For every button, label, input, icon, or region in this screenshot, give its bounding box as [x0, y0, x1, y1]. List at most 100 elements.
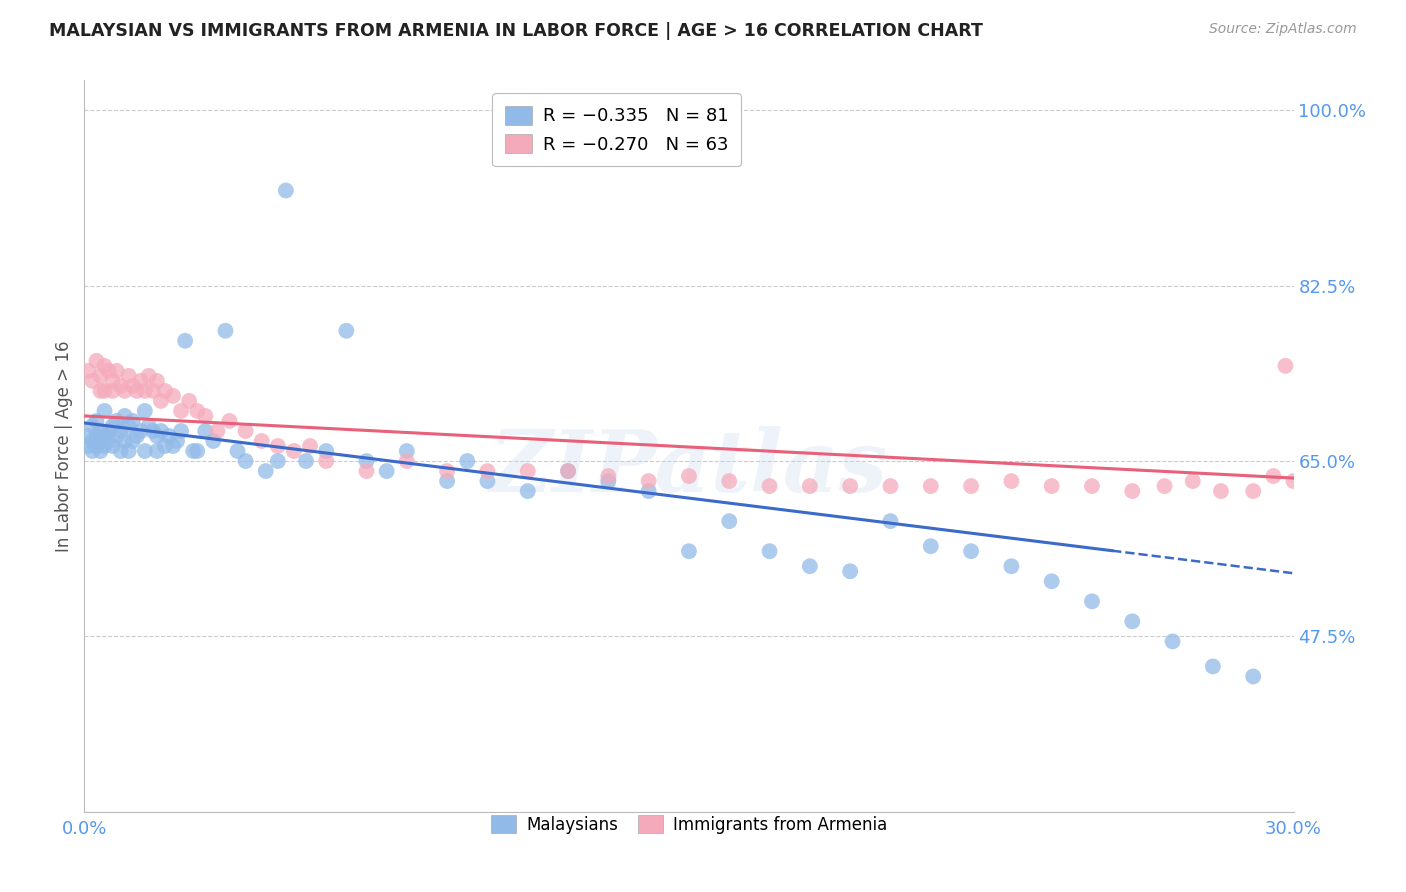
Point	[839, 564, 862, 578]
Point	[77, 429, 100, 443]
Point	[97, 434, 120, 448]
Point	[1161, 634, 1184, 648]
Point	[134, 384, 156, 398]
Point	[920, 479, 942, 493]
Point	[718, 474, 741, 488]
Point	[678, 544, 700, 558]
Point	[166, 434, 188, 448]
Point	[678, 469, 700, 483]
Point	[162, 439, 184, 453]
Point	[299, 439, 322, 453]
Point	[335, 324, 357, 338]
Point	[89, 434, 111, 448]
Point	[375, 464, 398, 478]
Point	[134, 444, 156, 458]
Point	[138, 368, 160, 383]
Point	[267, 439, 290, 453]
Point	[1040, 479, 1063, 493]
Point	[118, 368, 141, 383]
Point	[1181, 474, 1204, 488]
Point	[283, 444, 305, 458]
Point	[105, 414, 128, 428]
Point	[110, 424, 132, 438]
Point	[879, 514, 901, 528]
Point	[97, 364, 120, 378]
Point	[718, 514, 741, 528]
Point	[356, 464, 378, 478]
Point	[162, 389, 184, 403]
Point	[142, 384, 165, 398]
Point	[121, 434, 143, 448]
Point	[146, 444, 169, 458]
Point	[1000, 559, 1022, 574]
Point	[114, 384, 136, 398]
Point	[146, 429, 169, 443]
Point	[186, 444, 208, 458]
Point	[557, 464, 579, 478]
Point	[1274, 359, 1296, 373]
Point	[134, 404, 156, 418]
Point	[170, 404, 193, 418]
Point	[114, 409, 136, 423]
Point	[174, 334, 197, 348]
Point	[637, 474, 659, 488]
Text: Source: ZipAtlas.com: Source: ZipAtlas.com	[1209, 22, 1357, 37]
Point	[194, 409, 217, 423]
Point	[1121, 484, 1143, 499]
Point	[218, 414, 240, 428]
Point	[142, 424, 165, 438]
Point	[235, 424, 257, 438]
Point	[250, 434, 273, 448]
Point	[93, 359, 115, 373]
Point	[181, 444, 204, 458]
Text: ZIPatlas: ZIPatlas	[489, 426, 889, 509]
Point	[315, 454, 337, 468]
Point	[1000, 474, 1022, 488]
Point	[557, 464, 579, 478]
Point	[436, 464, 458, 478]
Point	[202, 434, 225, 448]
Point	[170, 424, 193, 438]
Point	[129, 424, 152, 438]
Point	[93, 429, 115, 443]
Point	[89, 368, 111, 383]
Point	[1241, 484, 1264, 499]
Point	[477, 474, 499, 488]
Point	[598, 469, 620, 483]
Point	[89, 424, 111, 438]
Point	[118, 419, 141, 434]
Point	[194, 424, 217, 438]
Point	[758, 479, 780, 493]
Point	[86, 429, 108, 443]
Point	[1282, 474, 1305, 488]
Point	[758, 544, 780, 558]
Point	[101, 374, 124, 388]
Point	[153, 384, 176, 398]
Point	[93, 439, 115, 453]
Point	[149, 393, 172, 408]
Point	[179, 393, 201, 408]
Point	[254, 464, 277, 478]
Point	[1263, 469, 1285, 483]
Point	[516, 464, 538, 478]
Point	[395, 444, 418, 458]
Point	[267, 454, 290, 468]
Point	[920, 539, 942, 553]
Point	[121, 379, 143, 393]
Point	[86, 354, 108, 368]
Point	[186, 404, 208, 418]
Point	[82, 444, 104, 458]
Y-axis label: In Labor Force | Age > 16: In Labor Force | Age > 16	[55, 340, 73, 552]
Point	[799, 479, 821, 493]
Point	[214, 324, 236, 338]
Point	[1209, 484, 1232, 499]
Point	[1202, 659, 1225, 673]
Point	[207, 424, 229, 438]
Point	[1121, 615, 1143, 629]
Legend: Malaysians, Immigrants from Armenia: Malaysians, Immigrants from Armenia	[481, 805, 897, 844]
Point	[101, 384, 124, 398]
Point	[125, 429, 148, 443]
Point	[105, 364, 128, 378]
Point	[129, 374, 152, 388]
Point	[637, 484, 659, 499]
